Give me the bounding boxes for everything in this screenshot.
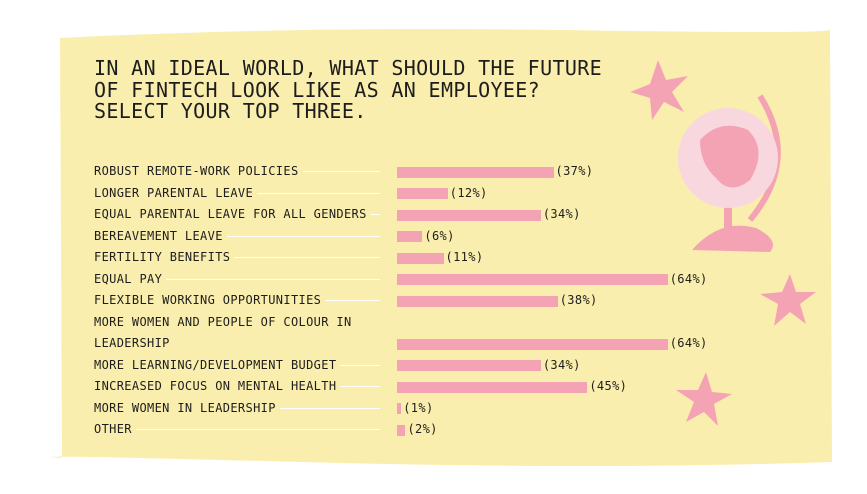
leader-line <box>234 257 380 259</box>
bar <box>397 360 541 371</box>
bar-row: ROBUST REMOTE-WORK POLICIES (37%) <box>94 161 708 183</box>
bar-row: MORE WOMEN AND PEOPLE OF COLOUR IN LEADE… <box>94 312 708 355</box>
category-label: MORE WOMEN IN LEADERSHIP <box>94 400 276 415</box>
category-label: ROBUST REMOTE-WORK POLICIES <box>94 164 299 178</box>
category-label: EQUAL PAY <box>94 271 163 286</box>
value-label: (12%) <box>449 185 488 200</box>
leader-line <box>166 278 380 280</box>
bar-row: FLEXIBLE WORKING OPPORTUNITIES (38%) <box>94 290 708 312</box>
bar-row: INCREASED FOCUS ON MENTAL HEALTH (45%) <box>94 376 708 398</box>
value-label: (64%) <box>669 271 708 286</box>
category-label: FLEXIBLE WORKING OPPORTUNITIES <box>94 293 322 307</box>
bar-row: BEREAVEMENT LEAVE (6%) <box>94 226 708 248</box>
category-cell: EQUAL PARENTAL LEAVE FOR ALL GENDERS <box>94 204 384 226</box>
category-cell: EQUAL PAY <box>94 269 384 291</box>
category-cell: OTHER <box>94 419 384 441</box>
category-label: LONGER PARENTAL LEAVE <box>94 185 254 200</box>
category-label: OTHER <box>94 422 132 436</box>
bar <box>397 274 668 285</box>
leader-line <box>340 364 380 366</box>
bar-rows: ROBUST REMOTE-WORK POLICIES (37%) LONGER P… <box>94 161 708 441</box>
chart-title: IN AN IDEAL WORLD, WHAT SHOULD THE FUTUR… <box>94 56 603 123</box>
leader-line <box>257 192 380 194</box>
leader-line <box>340 386 380 388</box>
globe-land <box>700 125 759 188</box>
category-cell: MORE WOMEN AND PEOPLE OF COLOUR IN LEADE… <box>94 312 384 355</box>
category-cell: FLEXIBLE WORKING OPPORTUNITIES <box>94 290 384 312</box>
bar <box>397 295 558 307</box>
value-label: (6%) <box>424 228 455 243</box>
bar-row: MORE LEARNING/DEVELOPMENT BUDGET (34%) <box>94 355 708 377</box>
category-label: INCREASED FOCUS ON MENTAL HEALTH <box>94 379 337 393</box>
value-label: (45%) <box>589 379 628 393</box>
bar-row: EQUAL PARENTAL LEAVE FOR ALL GENDERS (34%… <box>94 204 708 226</box>
leader-line <box>370 214 380 216</box>
value-label: (34%) <box>542 207 581 221</box>
leader-line <box>226 235 380 237</box>
value-label: (2%) <box>407 422 438 436</box>
value-label: (64%) <box>669 336 708 350</box>
category-label: BEREAVEMENT LEAVE <box>94 228 223 243</box>
category-cell: MORE LEARNING/DEVELOPMENT BUDGET <box>94 355 384 377</box>
decorations <box>630 60 816 426</box>
bar <box>397 231 423 242</box>
category-cell: LONGER PARENTAL LEAVE <box>94 183 384 205</box>
leader-line <box>135 429 380 431</box>
bar-row: MORE WOMEN IN LEADERSHIP (1%) <box>94 398 708 420</box>
leader-line <box>302 171 380 173</box>
category-cell: ROBUST REMOTE-WORK POLICIES <box>94 161 384 183</box>
value-label: (34%) <box>542 357 581 372</box>
category-cell: FERTILITY BENEFITS <box>94 247 384 269</box>
category-label: MORE LEARNING/DEVELOPMENT BUDGET <box>94 357 337 372</box>
bar <box>397 209 541 221</box>
bar <box>397 403 402 414</box>
category-label: MORE WOMEN AND PEOPLE OF COLOUR IN LEADE… <box>94 314 352 351</box>
bar <box>397 338 668 350</box>
bar <box>397 252 444 264</box>
value-label: (38%) <box>559 293 598 307</box>
bar-row: EQUAL PAY (64%) <box>94 269 708 291</box>
bar <box>397 381 588 393</box>
bar <box>397 166 554 178</box>
category-cell: INCREASED FOCUS ON MENTAL HEALTH <box>94 376 384 398</box>
card <box>51 29 832 466</box>
leader-line <box>279 407 380 409</box>
leader-line <box>325 300 380 302</box>
bar <box>397 188 448 199</box>
value-label: (1%) <box>403 400 434 415</box>
category-cell: BEREAVEMENT LEAVE <box>94 226 384 248</box>
value-label: (37%) <box>555 164 594 178</box>
category-cell: MORE WOMEN IN LEADERSHIP <box>94 398 384 420</box>
bar-row: OTHER (2%) <box>94 419 708 441</box>
value-label: (11%) <box>445 250 484 264</box>
bar-row: LONGER PARENTAL LEAVE (12%) <box>94 183 708 205</box>
bar <box>397 424 406 436</box>
category-label: EQUAL PARENTAL LEAVE FOR ALL GENDERS <box>94 207 367 221</box>
bar-row: FERTILITY BENEFITS (11%) <box>94 247 708 269</box>
category-label: FERTILITY BENEFITS <box>94 250 231 264</box>
